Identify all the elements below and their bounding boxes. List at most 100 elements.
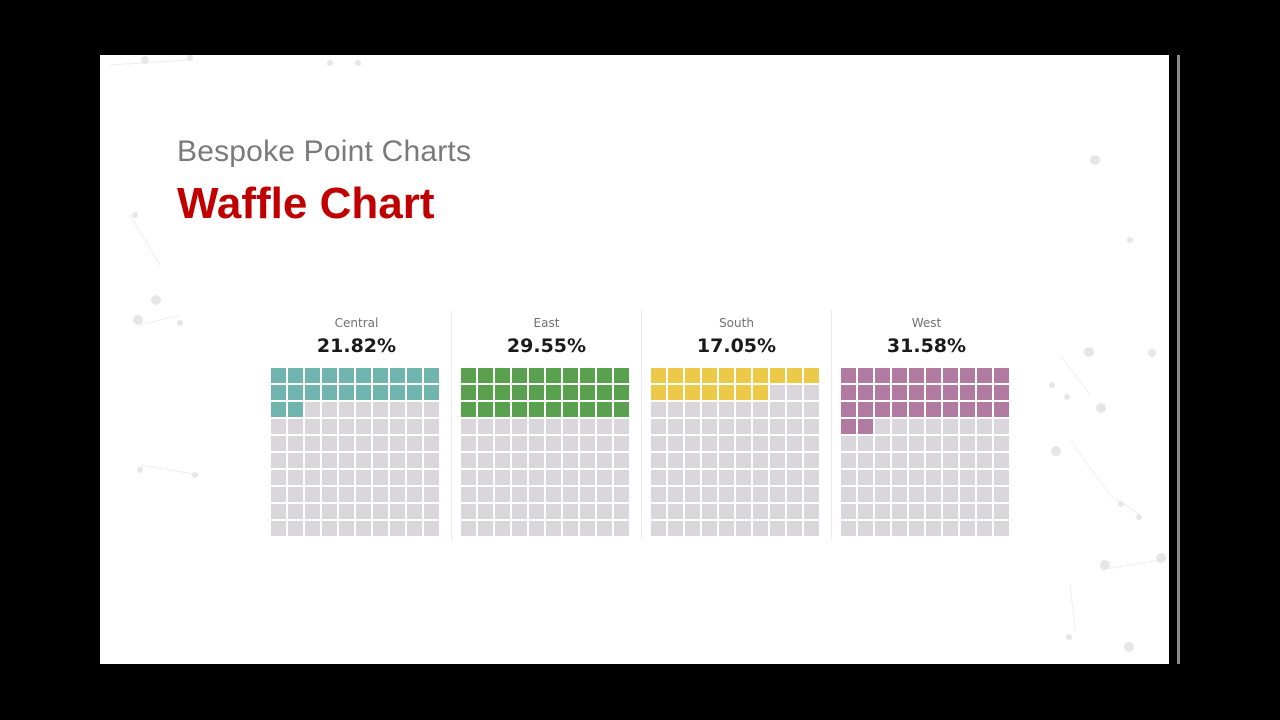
waffle-cell-filled [305, 385, 320, 400]
waffle-cell-empty [651, 487, 666, 502]
waffle-cell-empty [580, 521, 595, 536]
waffle-cell-empty [719, 521, 734, 536]
waffle-cell-empty [529, 521, 544, 536]
waffle-cell-empty [424, 419, 439, 434]
waffle-cell-filled [563, 385, 578, 400]
waffle-cell-empty [597, 504, 612, 519]
waffle-cell-empty [892, 419, 907, 434]
waffle-cell-empty [512, 487, 527, 502]
waffle-cell-empty [461, 504, 476, 519]
waffle-cell-empty [960, 470, 975, 485]
waffle-cell-empty [960, 453, 975, 468]
waffle-cell-empty [960, 504, 975, 519]
waffle-cell-filled [977, 402, 992, 417]
waffle-cell-empty [926, 487, 941, 502]
waffle-cell-empty [478, 521, 493, 536]
waffle-cell-empty [858, 470, 873, 485]
waffle-cell-empty [356, 487, 371, 502]
waffle-cell-empty [322, 436, 337, 451]
waffle-cell-empty [977, 504, 992, 519]
waffle-cell-filled [356, 368, 371, 383]
waffle-cell-empty [719, 470, 734, 485]
waffle-cell-filled [461, 385, 476, 400]
waffle-cell-empty [960, 521, 975, 536]
waffle-cell-filled [614, 385, 629, 400]
region-label: West [911, 316, 942, 330]
waffle-cell-empty [685, 504, 700, 519]
waffle-cell-empty [926, 521, 941, 536]
waffle-cell-filled [804, 368, 819, 383]
waffle-cell-filled [651, 368, 666, 383]
waffle-cell-empty [356, 436, 371, 451]
waffle-cell-empty [563, 504, 578, 519]
waffle-cell-empty [787, 521, 802, 536]
waffle-cell-filled [322, 385, 337, 400]
waffle-panels: Central 21.82% East 29.55% South 17.05% … [262, 310, 1021, 540]
waffle-cell-filled [926, 368, 941, 383]
waffle-cell-empty [719, 504, 734, 519]
waffle-cell-empty [407, 402, 422, 417]
waffle-cell-empty [495, 521, 510, 536]
waffle-cell-empty [461, 487, 476, 502]
waffle-panel-west: West 31.58% [832, 310, 1021, 540]
waffle-cell-empty [960, 487, 975, 502]
waffle-panel-south: South 17.05% [642, 310, 832, 540]
waffle-cell-empty [841, 521, 856, 536]
waffle-cell-empty [770, 521, 785, 536]
waffle-cell-empty [529, 504, 544, 519]
waffle-cell-filled [858, 368, 873, 383]
waffle-cell-empty [478, 470, 493, 485]
waffle-cell-empty [339, 402, 354, 417]
waffle-cell-empty [909, 436, 924, 451]
waffle-cell-filled [322, 368, 337, 383]
waffle-cell-empty [875, 470, 890, 485]
waffle-cell-filled [614, 402, 629, 417]
waffle-cell-empty [926, 504, 941, 519]
waffle-cell-filled [685, 368, 700, 383]
waffle-cell-empty [702, 487, 717, 502]
waffle-cell-empty [563, 521, 578, 536]
waffle-cell-empty [529, 470, 544, 485]
waffle-cell-empty [356, 402, 371, 417]
waffle-cell-empty [841, 436, 856, 451]
waffle-cell-empty [529, 487, 544, 502]
waffle-cell-filled [736, 368, 751, 383]
waffle-cell-filled [651, 385, 666, 400]
waffle-cell-empty [390, 402, 405, 417]
waffle-cell-filled [943, 385, 958, 400]
waffle-cell-empty [529, 419, 544, 434]
waffle-cell-empty [373, 402, 388, 417]
waffle-cell-empty [719, 453, 734, 468]
waffle-cell-empty [787, 504, 802, 519]
waffle-cell-empty [271, 521, 286, 536]
waffle-cell-empty [271, 504, 286, 519]
waffle-cell-empty [787, 453, 802, 468]
waffle-cell-empty [668, 419, 683, 434]
waffle-cell-empty [875, 453, 890, 468]
waffle-cell-empty [271, 470, 286, 485]
waffle-cell-empty [736, 504, 751, 519]
waffle-cell-empty [424, 470, 439, 485]
waffle-cell-filled [753, 368, 768, 383]
waffle-cell-empty [702, 453, 717, 468]
waffle-cell-empty [926, 470, 941, 485]
waffle-cell-empty [305, 521, 320, 536]
waffle-cell-empty [770, 436, 785, 451]
waffle-cell-empty [512, 504, 527, 519]
waffle-cell-filled [685, 385, 700, 400]
waffle-cell-filled [858, 402, 873, 417]
waffle-cell-empty [685, 453, 700, 468]
waffle-cell-empty [702, 402, 717, 417]
waffle-cell-empty [736, 521, 751, 536]
waffle-cell-empty [390, 419, 405, 434]
waffle-cell-empty [668, 521, 683, 536]
waffle-cell-empty [753, 470, 768, 485]
waffle-cell-empty [892, 453, 907, 468]
waffle-cell-filled [478, 402, 493, 417]
waffle-cell-filled [339, 385, 354, 400]
waffle-cell-empty [753, 487, 768, 502]
waffle-cell-empty [994, 453, 1009, 468]
waffle-cell-empty [512, 436, 527, 451]
waffle-cell-empty [875, 504, 890, 519]
waffle-cell-empty [271, 453, 286, 468]
